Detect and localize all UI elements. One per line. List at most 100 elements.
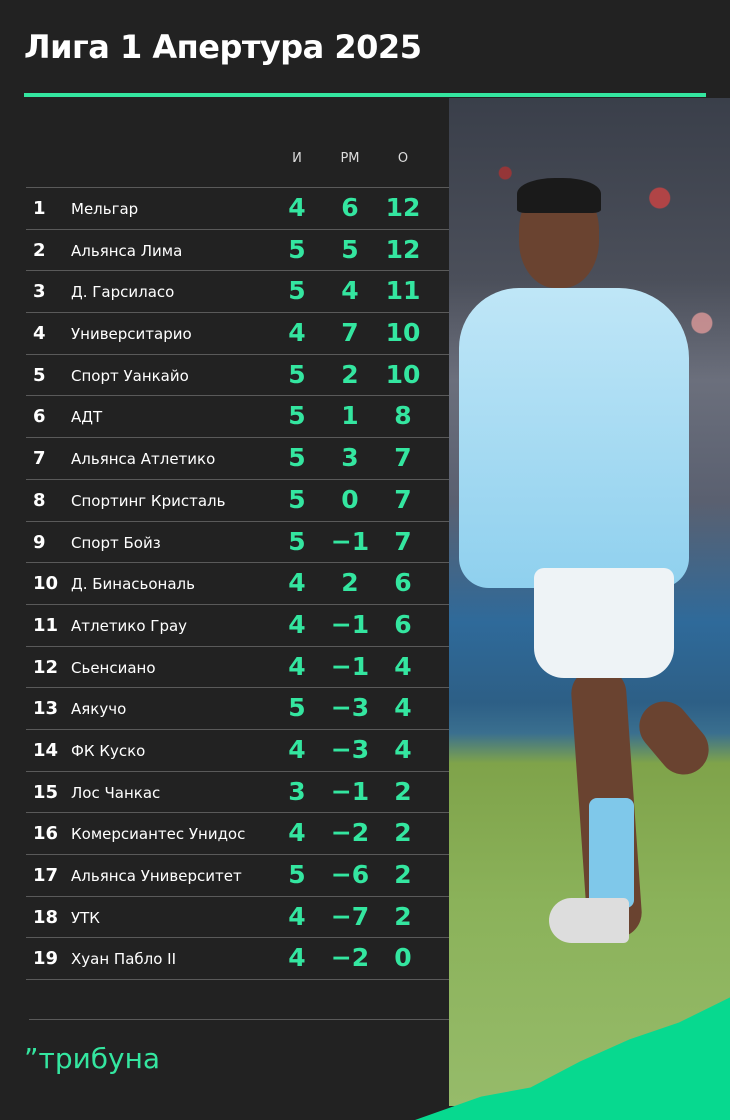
points: 2 (394, 776, 412, 806)
table-row: 13 Аякучо 5 −3 4 (26, 687, 449, 729)
points: 10 (385, 359, 421, 389)
played: 4 (288, 943, 306, 973)
played: 5 (288, 860, 306, 889)
table-row: 4 Университарио 4 7 10 (26, 312, 449, 354)
points: 6 (394, 568, 412, 598)
table-row: 19 Хуан Пабло II 4 −2 0 (26, 937, 449, 981)
table-row: 3 Д. Гарсиласо 5 4 11 (26, 270, 449, 312)
goal-diff: 2 (341, 359, 359, 389)
table-row: 6 АДТ 5 1 8 (26, 395, 449, 437)
rank: 6 (33, 406, 46, 428)
team-name: УТК (71, 908, 100, 927)
rank: 17 (33, 865, 59, 886)
header-played: И (292, 151, 302, 166)
player-hair (517, 178, 601, 213)
goal-diff: 7 (341, 318, 359, 348)
team-name: Комерсиантес Унидос (71, 825, 246, 844)
played: 5 (288, 484, 306, 514)
team-name: Университарио (71, 325, 192, 344)
table-row: 7 Альянса Атлетико 5 3 7 (26, 437, 449, 479)
player-shorts (534, 568, 674, 678)
standings-table: 1 Мельгар 4 6 12 2 Альянса Лима 5 5 12 3 Д. Гарсила… (26, 187, 449, 981)
rank: 3 (33, 281, 46, 303)
points: 4 (394, 651, 412, 681)
rank: 9 (33, 531, 46, 553)
team-name: Д. Гарсиласо (71, 283, 175, 302)
tribuna-logo: ”трибуна (24, 1042, 161, 1075)
team-name: Альянса Университет (71, 867, 242, 885)
points: 2 (394, 860, 412, 889)
rank: 13 (33, 698, 59, 720)
rank: 14 (33, 739, 59, 761)
header-goal-diff: РМ (340, 151, 360, 166)
rank: 8 (33, 489, 46, 511)
points: 8 (394, 401, 412, 431)
goal-diff: −1 (330, 526, 370, 556)
goal-diff: 2 (341, 568, 359, 598)
goal-diff: −1 (330, 776, 370, 806)
played: 5 (288, 443, 306, 473)
team-name: АДТ (71, 408, 103, 427)
rank: 5 (33, 364, 46, 386)
played: 5 (288, 693, 306, 723)
player-leg (629, 691, 719, 785)
played: 4 (288, 609, 306, 639)
table-row: 15 Лос Чанкас 3 −1 2 (26, 770, 449, 813)
points: 0 (394, 943, 412, 973)
rank: 10 (33, 573, 59, 595)
divider (29, 1019, 449, 1021)
points: 7 (394, 526, 412, 556)
goal-diff: −2 (330, 818, 370, 848)
points: 7 (394, 484, 412, 514)
player-sock (589, 798, 634, 908)
table-row: 18 УТК 4 −7 2 (26, 895, 449, 938)
rank: 12 (33, 656, 59, 678)
goal-diff: 6 (341, 193, 359, 222)
goal-diff: −7 (330, 901, 370, 931)
rank: 16 (33, 823, 59, 845)
team-name: Атлетико Грау (71, 616, 188, 635)
points: 2 (394, 818, 412, 848)
played: 4 (288, 651, 306, 681)
team-name: Сьенсиано (71, 658, 156, 677)
goal-diff: 4 (341, 276, 359, 306)
points: 4 (394, 693, 412, 723)
table-row: 17 Альянса Университет 5 −6 2 (26, 854, 449, 896)
points: 4 (394, 734, 412, 764)
player-photo (449, 98, 730, 1106)
team-name: ФК Куско (71, 741, 146, 760)
rank: 11 (33, 614, 59, 636)
table-row: 1 Мельгар 4 6 12 (26, 187, 449, 229)
team-name: Хуан Пабло II (71, 950, 177, 969)
team-name: Спорт Бойз (71, 533, 161, 552)
rank: 4 (33, 323, 46, 345)
table-row: 12 Сьенсиано 4 −1 4 (26, 645, 449, 688)
table-row: 10 Д. Бинасьональ 4 2 6 (26, 562, 449, 604)
rank: 15 (33, 781, 59, 803)
table-row: 9 Спорт Бойз 5 −1 7 (26, 520, 449, 563)
rank: 2 (33, 239, 46, 261)
points: 2 (394, 901, 412, 931)
team-name: Мельгар (71, 200, 139, 218)
accent-divider (24, 93, 706, 97)
goal-diff: 3 (341, 443, 359, 473)
goal-diff: 5 (341, 234, 359, 264)
points: 6 (394, 609, 412, 639)
played: 5 (288, 234, 306, 264)
table-row: 14 ФК Куско 4 −3 4 (26, 728, 449, 771)
table-row: 2 Альянса Лима 5 5 12 (26, 228, 449, 271)
team-name: Спортинг Кристаль (71, 491, 226, 510)
played: 5 (288, 401, 306, 431)
played: 3 (288, 776, 306, 806)
player-jersey (459, 288, 689, 588)
goal-diff: −1 (330, 651, 370, 681)
played: 5 (288, 276, 306, 306)
goal-diff: 1 (341, 401, 359, 431)
played: 4 (288, 818, 306, 848)
played: 4 (288, 734, 306, 764)
team-name: Д. Бинасьональ (71, 575, 195, 594)
team-name: Лос Чанкас (71, 783, 161, 802)
points: 12 (385, 193, 421, 222)
played: 4 (288, 901, 306, 931)
points: 7 (394, 443, 412, 473)
